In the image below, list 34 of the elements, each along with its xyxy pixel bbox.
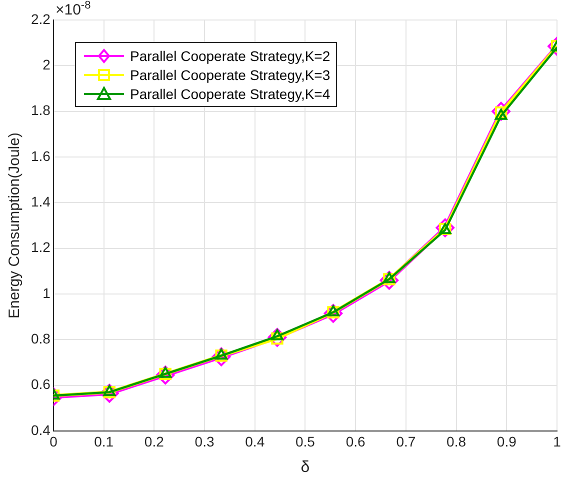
x-tick-label: 1 bbox=[553, 433, 562, 450]
y-tick-label: 1.2 bbox=[30, 239, 51, 256]
x-tick-label: 0.4 bbox=[245, 433, 265, 450]
x-tick-label: 0.5 bbox=[295, 433, 316, 450]
x-tick-label: 0.7 bbox=[396, 433, 416, 450]
point bbox=[436, 218, 455, 238]
y-tick-label: 1.6 bbox=[30, 148, 51, 164]
x-tick-label: 0.8 bbox=[446, 433, 466, 450]
legend-label: Parallel Cooperate Strategy,K=4 bbox=[130, 86, 330, 102]
x-tick-label: 0.3 bbox=[194, 433, 214, 450]
x-tick-label: 0.1 bbox=[94, 433, 114, 450]
point bbox=[268, 328, 287, 347]
y-axis-title: Energy Consumption(Joule) bbox=[6, 132, 24, 318]
point bbox=[156, 366, 175, 384]
point bbox=[100, 384, 119, 403]
x-tick-label: 0.2 bbox=[144, 433, 164, 450]
y-tick-label: 0.4 bbox=[30, 422, 51, 438]
point bbox=[492, 102, 510, 121]
x-tick-label: 0.9 bbox=[496, 433, 517, 450]
y-tick-label: 2.2 bbox=[30, 10, 51, 27]
legend-label: Parallel Cooperate Strategy,K=3 bbox=[130, 66, 330, 82]
y-tick-label: 0.8 bbox=[30, 330, 51, 347]
legend-label: Parallel Cooperate Strategy,K=2 bbox=[130, 48, 330, 64]
point bbox=[324, 304, 343, 323]
x-tick-label: 0.6 bbox=[346, 433, 366, 450]
y-tick-label: 0.6 bbox=[30, 376, 51, 392]
y-tick-label: 2 bbox=[42, 56, 51, 73]
point bbox=[212, 347, 231, 366]
x-tick-label: 0 bbox=[50, 433, 58, 450]
y-tick-label: 1 bbox=[42, 284, 51, 301]
y-tick-label: 1.8 bbox=[30, 102, 51, 118]
y-tick-label: 1.4 bbox=[30, 194, 51, 210]
x-axis-title: δ bbox=[300, 458, 310, 476]
point bbox=[380, 270, 399, 290]
